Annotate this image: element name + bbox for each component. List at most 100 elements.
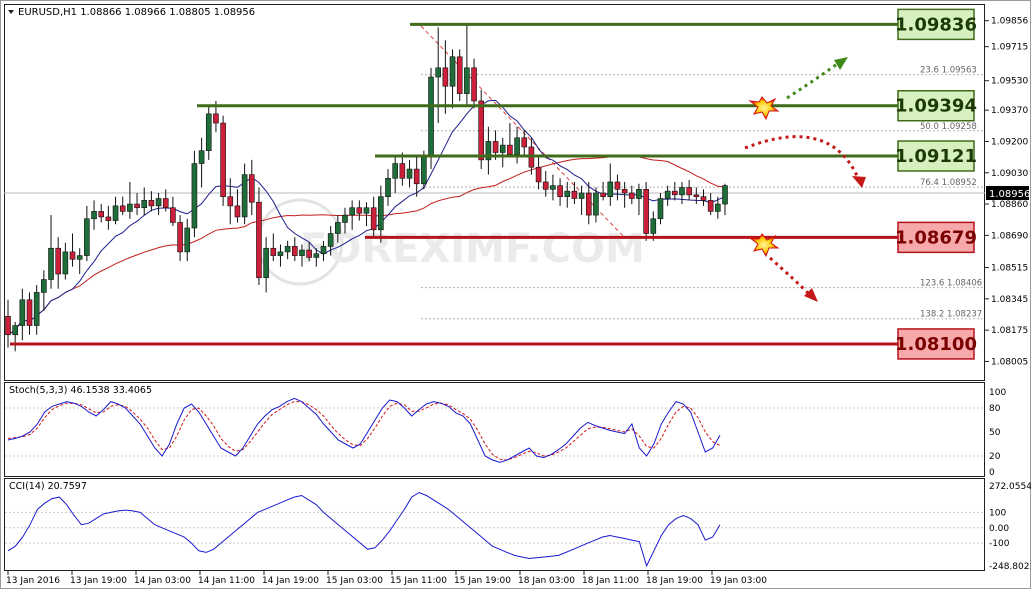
candle[interactable]: [155, 198, 162, 207]
candle[interactable]: [571, 190, 578, 199]
candle[interactable]: [679, 187, 685, 196]
candle[interactable]: [191, 163, 198, 229]
candle[interactable]: [478, 100, 485, 161]
candle[interactable]: [435, 67, 442, 78]
candle[interactable]: [707, 200, 714, 212]
candle[interactable]: [492, 141, 499, 153]
candle[interactable]: [119, 205, 126, 212]
candle[interactable]: [686, 187, 692, 196]
candle[interactable]: [5, 316, 11, 336]
candle[interactable]: [291, 246, 298, 256]
candle[interactable]: [19, 299, 26, 326]
candle[interactable]: [342, 214, 348, 223]
candle[interactable]: [557, 185, 563, 197]
candle[interactable]: [421, 155, 427, 185]
chevron-down-icon[interactable]: [8, 10, 14, 14]
candle[interactable]: [693, 194, 700, 197]
candle[interactable]: [593, 192, 599, 216]
candle[interactable]: [385, 177, 391, 197]
candle[interactable]: [672, 190, 678, 196]
candle[interactable]: [413, 168, 420, 185]
candle[interactable]: [105, 216, 112, 221]
candle[interactable]: [715, 203, 721, 212]
candle[interactable]: [198, 150, 205, 164]
candle[interactable]: [127, 203, 133, 212]
level-label-box[interactable]: [897, 328, 975, 360]
candle[interactable]: [270, 247, 277, 256]
candle[interactable]: [299, 249, 305, 256]
candle[interactable]: [227, 196, 234, 207]
candle[interactable]: [112, 205, 119, 221]
candle[interactable]: [55, 247, 61, 275]
stoch-pane[interactable]: [4, 382, 985, 477]
candle[interactable]: [205, 113, 212, 151]
candle[interactable]: [284, 246, 291, 253]
candle[interactable]: [141, 200, 148, 209]
candle[interactable]: [248, 174, 255, 203]
candle[interactable]: [26, 299, 33, 326]
candle[interactable]: [499, 144, 506, 153]
cci-pane[interactable]: [4, 478, 985, 571]
candle[interactable]: [600, 192, 606, 197]
candle[interactable]: [456, 56, 463, 94]
candle[interactable]: [399, 163, 406, 179]
candle[interactable]: [349, 207, 355, 216]
candle[interactable]: [550, 185, 556, 190]
candle[interactable]: [392, 163, 398, 179]
candle[interactable]: [621, 189, 628, 194]
level-label-box[interactable]: [897, 89, 975, 122]
level-label-box[interactable]: [897, 221, 975, 254]
candle[interactable]: [657, 198, 664, 220]
candle[interactable]: [335, 222, 341, 234]
candle[interactable]: [542, 181, 549, 190]
candle[interactable]: [256, 201, 262, 278]
candle[interactable]: [607, 181, 614, 197]
candle[interactable]: [636, 189, 642, 199]
candle[interactable]: [170, 207, 176, 223]
candle[interactable]: [263, 247, 269, 278]
candle[interactable]: [406, 168, 413, 179]
candle[interactable]: [664, 190, 671, 199]
candle[interactable]: [521, 137, 528, 148]
candle[interactable]: [643, 189, 649, 234]
candle[interactable]: [449, 56, 456, 87]
candle[interactable]: [98, 211, 105, 218]
candle[interactable]: [363, 207, 370, 214]
candle[interactable]: [585, 192, 592, 216]
candle[interactable]: [162, 198, 169, 209]
level-label-box[interactable]: [897, 8, 975, 41]
candle[interactable]: [320, 246, 327, 255]
candle[interactable]: [241, 174, 248, 218]
candle[interactable]: [700, 196, 707, 201]
candle[interactable]: [41, 279, 47, 293]
candle[interactable]: [134, 203, 140, 209]
candle[interactable]: [306, 249, 312, 258]
candle[interactable]: [33, 292, 40, 326]
time-axis[interactable]: 13 Jan 2016 13 Jan 19:00 14 Jan 03:00 14 Ja…: [6, 571, 767, 586]
candle[interactable]: [442, 67, 449, 87]
candle[interactable]: [148, 200, 155, 207]
candle[interactable]: [628, 192, 635, 199]
candle[interactable]: [184, 227, 191, 253]
candle[interactable]: [507, 144, 513, 155]
candle[interactable]: [69, 251, 76, 260]
fibonacci-levels[interactable]: 23.6 1.09563 50.0 1.09258 76.4 1.08952 123.…: [421, 66, 985, 320]
candle[interactable]: [220, 122, 226, 197]
candle[interactable]: [12, 325, 18, 336]
candle[interactable]: [614, 181, 621, 190]
price-axis[interactable]: 1.09856 1.09715 1.09530 1.09370 1.09200 1.090…: [985, 17, 1028, 368]
candle[interactable]: [327, 233, 334, 247]
candle[interactable]: [48, 247, 54, 280]
candle[interactable]: [564, 190, 571, 197]
candle[interactable]: [471, 67, 477, 102]
candle[interactable]: [514, 137, 520, 155]
candle[interactable]: [535, 166, 542, 183]
candle[interactable]: [177, 222, 183, 253]
candle[interactable]: [370, 207, 377, 231]
candle[interactable]: [91, 211, 97, 220]
candle[interactable]: [722, 185, 728, 205]
candlestick-series[interactable]: [5, 25, 728, 352]
candle[interactable]: [356, 207, 363, 214]
candle[interactable]: [650, 218, 657, 234]
candle[interactable]: [277, 251, 284, 256]
